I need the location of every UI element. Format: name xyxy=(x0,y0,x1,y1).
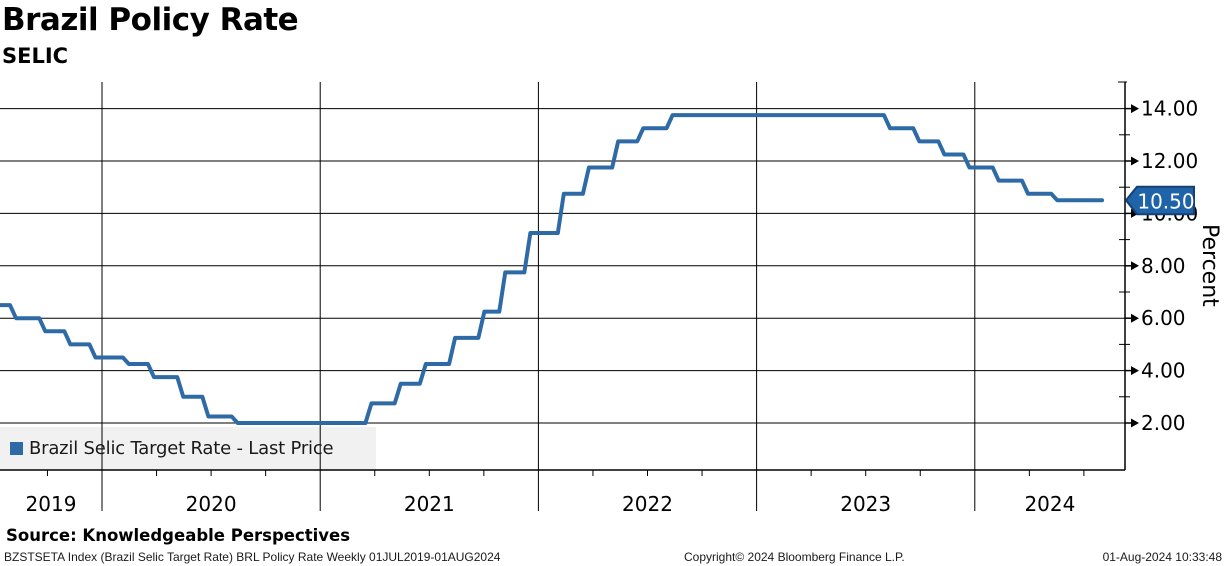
legend-label: Brazil Selic Target Rate - Last Price xyxy=(29,438,334,459)
chart-title: Brazil Policy Rate xyxy=(2,2,299,38)
y-axis-tick-arrow-icon xyxy=(1131,156,1139,166)
x-axis-label: 2020 xyxy=(186,492,237,516)
price-line xyxy=(0,113,1105,425)
y-axis-label: 6.00 xyxy=(1141,306,1186,330)
y-axis-label: 2.00 xyxy=(1141,411,1186,435)
last-price-callout xyxy=(1124,185,1195,216)
chart-subtitle: SELIC xyxy=(2,44,69,68)
x-axis-label: 2019 xyxy=(26,492,77,516)
y-axis-label: 12.00 xyxy=(1141,149,1198,173)
y-axis-label: 14.00 xyxy=(1141,97,1198,121)
y-axis-tick-arrow-icon xyxy=(1131,208,1139,218)
x-axis-label: 2022 xyxy=(622,492,673,516)
legend-marker-icon xyxy=(10,442,23,455)
y-axis-tick-arrow-icon xyxy=(1131,366,1139,376)
x-axis-label: 2023 xyxy=(840,492,891,516)
footer-ticker-info: BZSTSETA Index (Brazil Selic Target Rate… xyxy=(4,550,501,564)
y-axis-title: Percent xyxy=(1197,224,1222,307)
y-axis-tick-arrow-icon xyxy=(1131,418,1139,428)
footer-copyright: Copyright© 2024 Bloomberg Finance L.P. xyxy=(684,550,905,564)
y-axis-tick-arrow-icon xyxy=(1131,313,1139,323)
legend: Brazil Selic Target Rate - Last Price xyxy=(0,427,376,470)
y-axis-label: 4.00 xyxy=(1141,359,1186,383)
y-axis-label: 8.00 xyxy=(1141,254,1186,278)
legend-background xyxy=(0,427,376,470)
x-axis-label: 2021 xyxy=(404,492,455,516)
y-axis-tick-arrow-icon xyxy=(1131,104,1139,114)
footer-bar: BZSTSETA Index (Brazil Selic Target Rate… xyxy=(0,550,1224,566)
y-axis-tick-arrow-icon xyxy=(1131,261,1139,271)
footer-timestamp: 01-Aug-2024 10:33:48 xyxy=(1102,550,1222,564)
x-axis-label: 2024 xyxy=(1024,492,1075,516)
last-price-callout-label: 10.50 xyxy=(1137,189,1194,213)
source-line: Source: Knowledgeable Perspectives xyxy=(6,526,351,545)
